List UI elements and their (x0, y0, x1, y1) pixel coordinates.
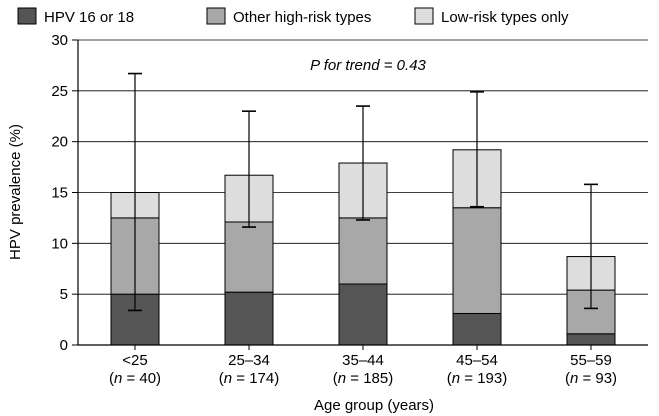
legend-swatch (206, 7, 226, 25)
bar-segment (452, 312, 502, 346)
legend-swatch (17, 7, 37, 25)
legend-swatch (414, 7, 434, 25)
y-tick-label: 15 (51, 185, 68, 202)
legend: HPV 16 or 18 Other high-risk types Low-ris… (17, 7, 569, 26)
bars (110, 149, 616, 346)
y-tick-label: 20 (51, 134, 68, 151)
bar-segment (338, 217, 388, 285)
x-tick-sample-size: (n = 185) (333, 370, 393, 387)
legend-label: Other high-risk types (233, 9, 371, 26)
bar-segment (338, 283, 388, 346)
bar-segment (452, 207, 502, 314)
x-tick-sample-size: (n = 93) (565, 370, 617, 387)
bar-segment (224, 291, 274, 346)
x-tick-sample-size: (n = 193) (447, 370, 507, 387)
error-bars (128, 72, 598, 312)
bar-segment (566, 333, 616, 346)
axes: 0 5 10 15 20 25 30 <25(n = 40) 25–34(n = 174) 35–… (51, 32, 648, 387)
y-tick-label: 0 (60, 337, 68, 354)
y-tick-label: 10 (51, 235, 68, 252)
x-tick-label: 25–34 (228, 352, 270, 369)
x-tick-sample-size: (n = 40) (109, 370, 161, 387)
x-tick-sample-size: (n = 174) (219, 370, 279, 387)
x-tick-label: 45–54 (456, 352, 498, 369)
x-tick-label: 55–59 (570, 352, 612, 369)
x-tick-label: 35–44 (342, 352, 384, 369)
p-trend-annotation: P for trend = 0.43 (310, 57, 426, 74)
y-tick-label: 30 (51, 32, 68, 49)
legend-label: HPV 16 or 18 (44, 9, 134, 26)
y-tick-label: 25 (51, 83, 68, 100)
bar-segment (224, 221, 274, 293)
x-tick-label: <25 (122, 352, 147, 369)
x-axis-label: Age group (years) (314, 397, 434, 414)
y-axis-label: HPV prevalence (%) (7, 124, 24, 260)
legend-label: Low-risk types only (441, 9, 569, 26)
y-tick-label: 5 (60, 286, 68, 303)
